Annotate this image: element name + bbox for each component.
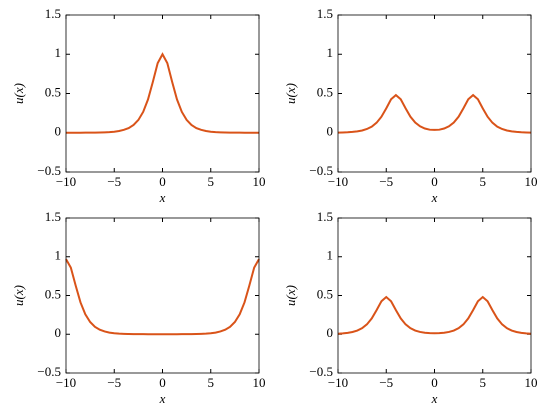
x-tick-label: 0: [159, 174, 166, 189]
plot-frame: [65, 14, 260, 173]
x-tick-label: 5: [480, 375, 487, 390]
y-tick-label: 0: [55, 124, 62, 139]
x-tick-label: 5: [480, 174, 487, 189]
subplot: −10 −5 0 5 10 −0.5 0 0.5 1 1.5 x u(x): [11, 6, 266, 205]
x-axis-label: x: [159, 190, 166, 205]
x-tick-label: −5: [107, 174, 121, 189]
x-tick-label: 5: [208, 174, 215, 189]
y-tick-label: −0.5: [309, 163, 333, 178]
y-tick-label: 1: [327, 248, 334, 263]
line: [66, 52, 259, 134]
y-tick-label: 0.5: [45, 286, 61, 301]
x-tick-label: 10: [525, 375, 538, 390]
x-tick-label: −10: [328, 174, 348, 189]
x-axis-label: x: [159, 391, 166, 406]
x-tick-label: 10: [253, 174, 266, 189]
x-tick-label: −5: [379, 174, 393, 189]
line: [337, 93, 532, 134]
x-tick-label: 10: [525, 174, 538, 189]
y-axis-label: u(x): [283, 83, 298, 104]
y-axis-label: u(x): [11, 285, 26, 306]
y-tick-label: −0.5: [309, 364, 333, 379]
x-tick-label: −5: [379, 375, 393, 390]
y-tick-label: 1.5: [317, 209, 333, 224]
x-tick-label: 0: [159, 375, 166, 390]
x-tick-label: 0: [431, 375, 438, 390]
y-tick-label: 0: [55, 325, 62, 340]
line: [337, 295, 532, 335]
plot-frame: [65, 217, 260, 374]
y-axis-label: u(x): [11, 83, 26, 104]
x-tick-label: −10: [56, 174, 76, 189]
plot-frame: [337, 217, 532, 374]
plot-frame: [337, 14, 532, 173]
x-tick-label: −10: [56, 375, 76, 390]
y-tick-label: 1: [327, 45, 334, 60]
subplot: −10 −5 0 5 10 −0.5 0 0.5 1 1.5 x u(x): [283, 6, 538, 205]
y-axis-label: u(x): [283, 285, 298, 306]
y-tick-label: 1.5: [45, 209, 61, 224]
subplot: −10 −5 0 5 10 −0.5 0 0.5 1 1.5 x u(x): [11, 209, 266, 406]
x-axis-label: x: [431, 391, 438, 406]
y-tick-label: 1.5: [45, 6, 61, 21]
y-tick-label: 1: [55, 45, 62, 60]
y-tick-label: 0.5: [317, 84, 333, 99]
x-tick-label: −5: [107, 375, 121, 390]
subplot: −10 −5 0 5 10 −0.5 0 0.5 1 1.5 x u(x): [283, 209, 538, 406]
y-tick-label: 0.5: [45, 84, 61, 99]
y-tick-label: −0.5: [37, 364, 61, 379]
x-tick-label: 10: [253, 375, 266, 390]
y-tick-label: 0: [327, 325, 334, 340]
y-tick-label: 0: [327, 124, 334, 139]
x-tick-label: −10: [328, 375, 348, 390]
x-tick-label: 0: [431, 174, 438, 189]
x-tick-label: 5: [208, 375, 215, 390]
y-tick-label: 1: [55, 248, 62, 263]
line: [65, 258, 260, 336]
y-tick-label: −0.5: [37, 163, 61, 178]
x-axis-label: x: [431, 190, 438, 205]
y-tick-label: 1.5: [317, 6, 333, 21]
y-tick-label: 0.5: [317, 286, 333, 301]
